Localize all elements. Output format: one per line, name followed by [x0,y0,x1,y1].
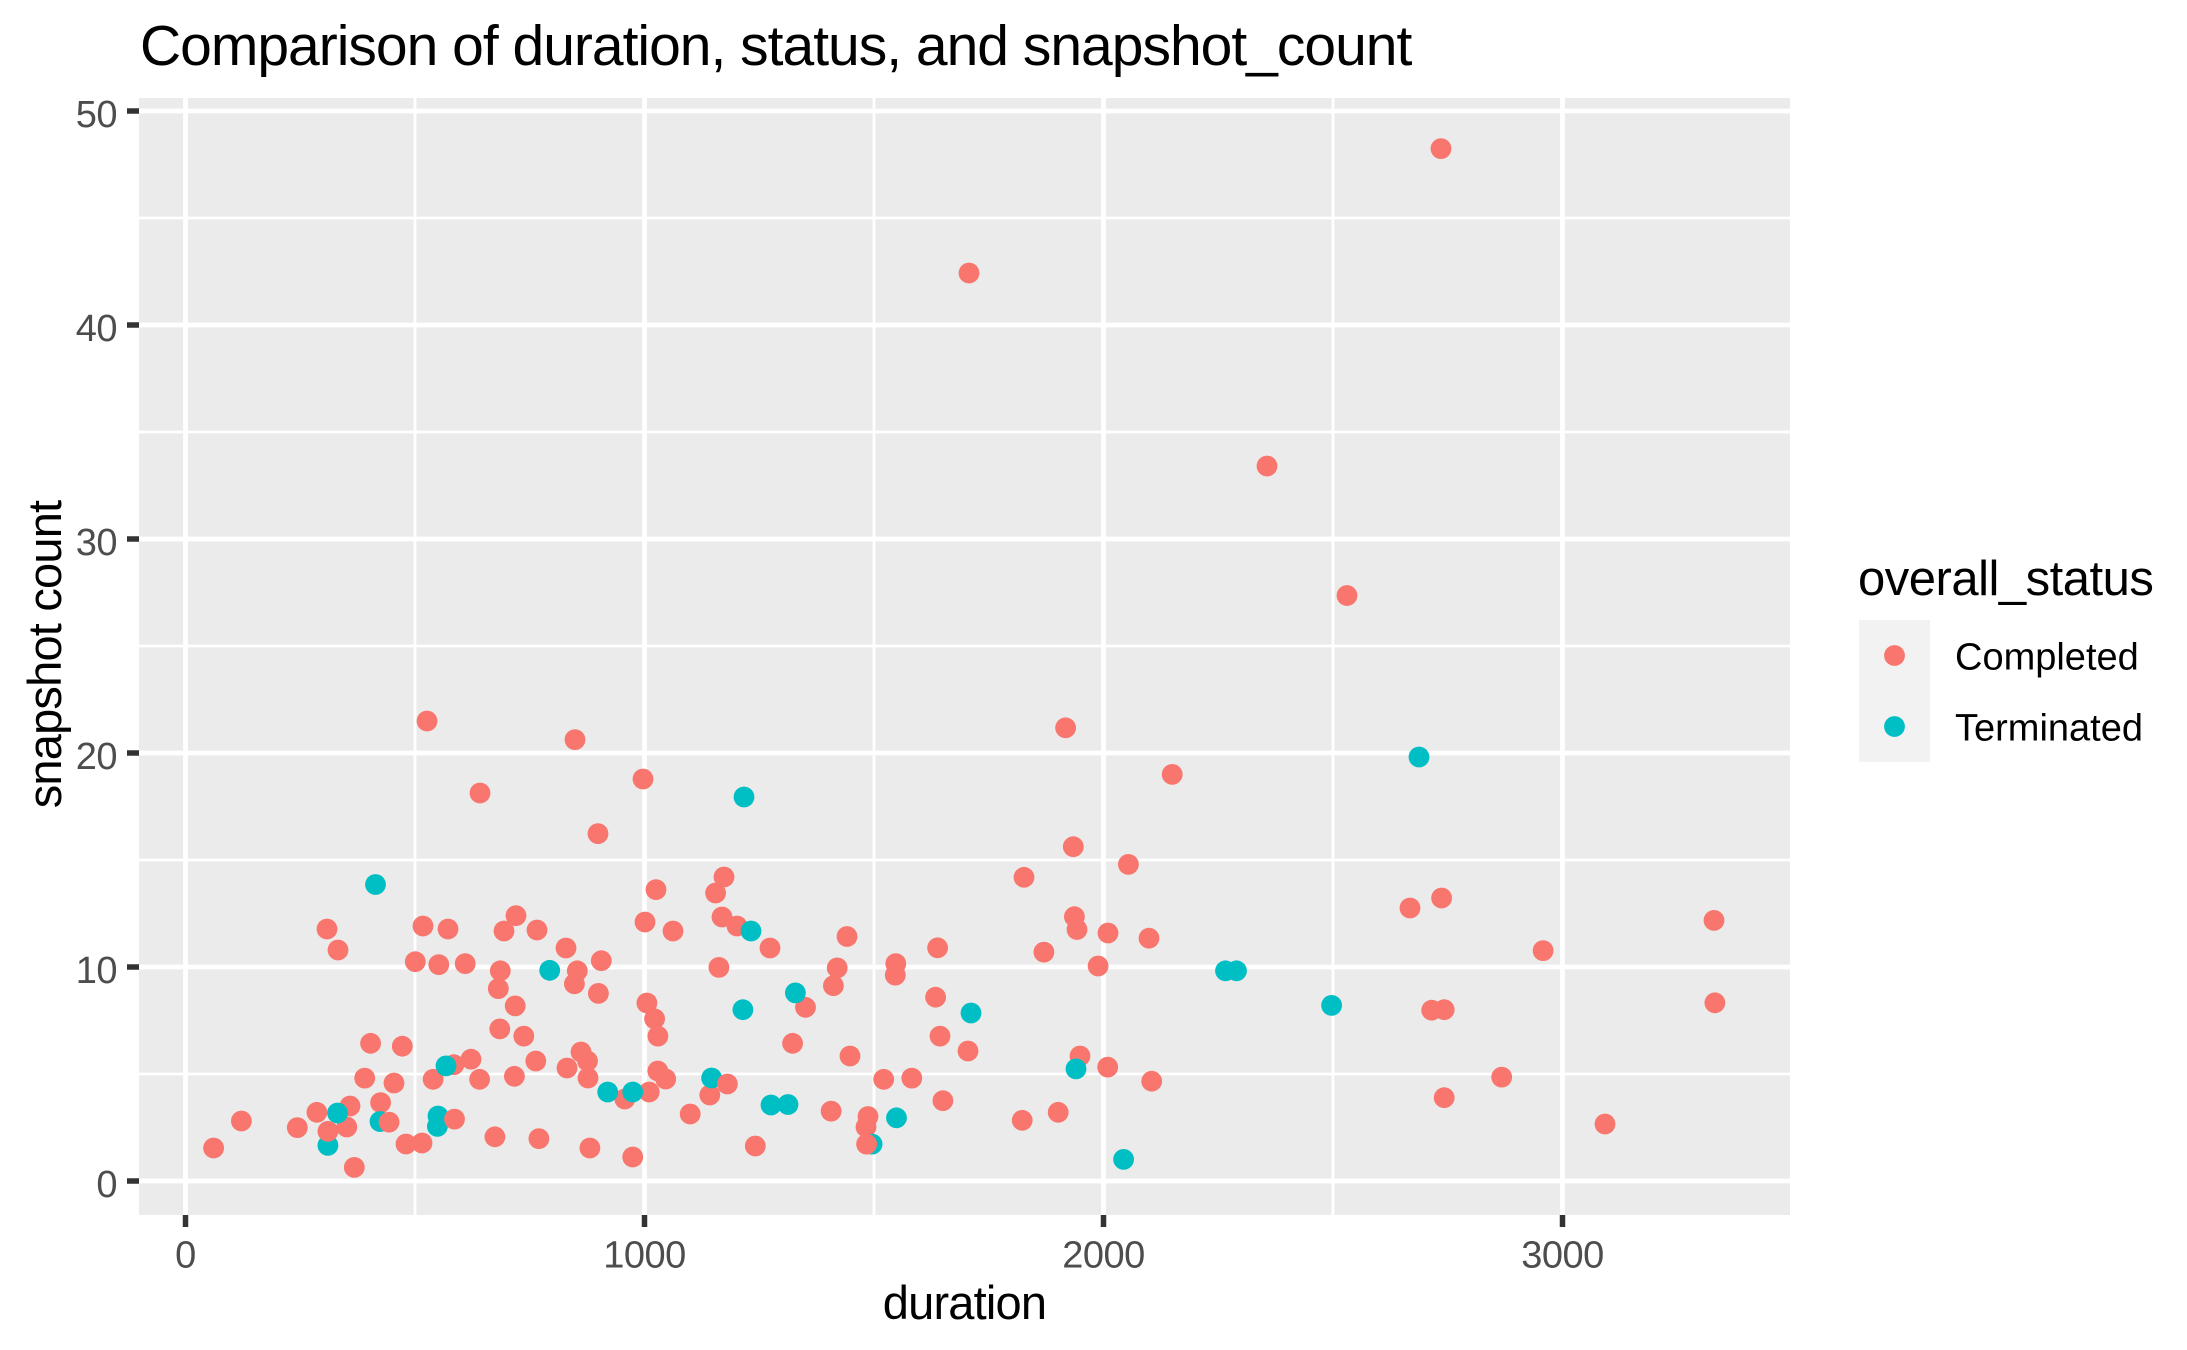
svg-text:Completed: Completed [1955,637,2139,679]
svg-text:snapshot count: snapshot count [18,500,71,808]
svg-text:10: 10 [76,950,117,992]
svg-text:30: 30 [76,522,117,564]
svg-text:Comparison of duration, status: Comparison of duration, status, and snap… [140,14,1412,78]
svg-text:40: 40 [76,308,117,350]
svg-text:0: 0 [175,1235,196,1277]
svg-text:overall_status: overall_status [1858,552,2153,606]
svg-text:2000: 2000 [1062,1235,1145,1277]
svg-text:duration: duration [883,1276,1046,1329]
svg-text:50: 50 [76,94,117,136]
svg-text:20: 20 [76,736,117,778]
svg-text:1000: 1000 [603,1235,686,1277]
svg-text:3000: 3000 [1521,1235,1604,1277]
svg-text:Terminated: Terminated [1955,708,2143,750]
svg-text:0: 0 [96,1164,117,1206]
